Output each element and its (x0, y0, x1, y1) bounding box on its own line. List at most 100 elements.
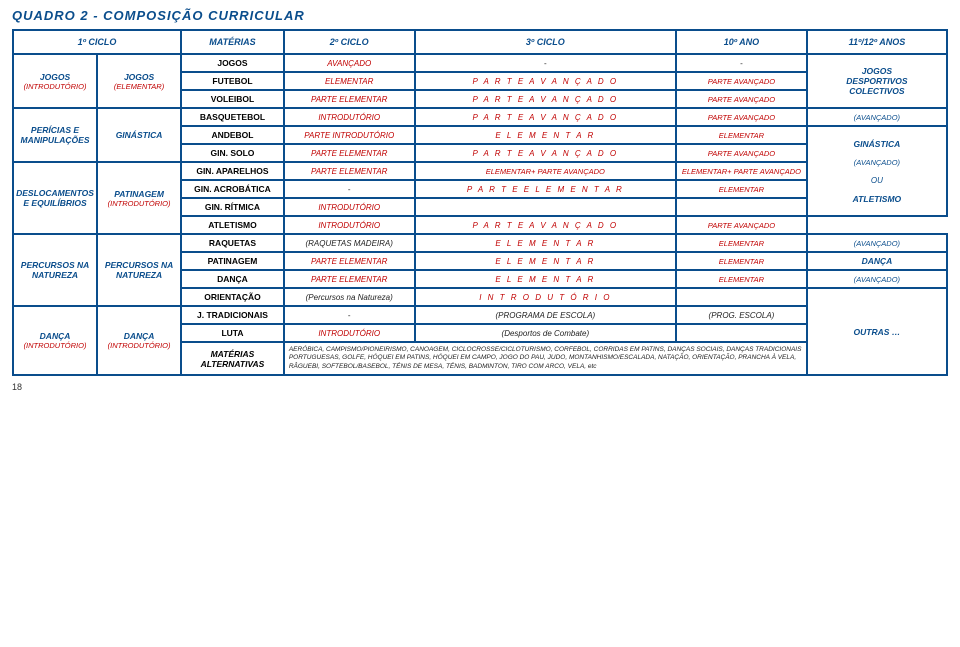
m: MATÉRIAS ALTERNATIVAS (181, 342, 284, 375)
c2-jogos: JOGOS (ELEMENTAR) (97, 54, 181, 108)
v (676, 324, 807, 342)
v: P A R T E A V A N Ç A D O (415, 90, 677, 108)
page-number: 18 (12, 382, 948, 392)
v: E L E M E N T A R (415, 252, 677, 270)
v: INTRODUTÓRIO (284, 198, 415, 216)
lbl: DESPORTIVOS (810, 76, 944, 86)
lbl: JOGOS (100, 72, 178, 82)
lbl: E EQUILÍBRIOS (16, 198, 94, 208)
c2-perc: PERCURSOS NA NATUREZA (97, 234, 181, 306)
m: DANÇA (181, 270, 284, 288)
v: I N T R O D U T Ó R I O (415, 288, 677, 306)
m: ORIENTAÇÃO (181, 288, 284, 306)
lbl-sub: (INTRODUTÓRIO) (16, 82, 94, 91)
c1-danca: DANÇA (INTRODUTÓRIO) (13, 306, 97, 375)
m: VOLEIBOL (181, 90, 284, 108)
lbl: NATUREZA (16, 270, 94, 280)
v: ELEMENTAR (676, 252, 807, 270)
v: ELEMENTAR (676, 234, 807, 252)
v: - (676, 54, 807, 72)
v: INTRODUTÓRIO (284, 324, 415, 342)
lbl: COLECTIVOS (810, 86, 944, 96)
lbl: PERCURSOS NA (100, 260, 178, 270)
v: - (284, 306, 415, 324)
lbl: JOGOS (16, 72, 94, 82)
lbl: PERCURSOS NA (16, 260, 94, 270)
c2-gin: GINÁSTICA (97, 108, 181, 162)
v: ELEMENTAR (676, 126, 807, 144)
v: PARTE ELEMENTAR (284, 144, 415, 162)
lbl: DANÇA (100, 331, 178, 341)
v: DANÇA (807, 252, 947, 270)
row-basquete: PERÍCIAS E MANIPULAÇÕES GINÁSTICA BASQUE… (13, 108, 947, 126)
v: (Percursos na Natureza) (284, 288, 415, 306)
v: P A R T E A V A N Ç A D O (415, 108, 677, 126)
v: PARTE ELEMENTAR (284, 270, 415, 288)
row-raquetas: PERCURSOS NA NATUREZA PERCURSOS NA NATUR… (13, 234, 947, 252)
th-ciclo1: 1º CICLO (13, 30, 181, 54)
c6-jogos: JOGOS DESPORTIVOS COLECTIVOS (807, 54, 947, 108)
v: ELEMENTAR (284, 72, 415, 90)
lbl: GINÁSTICA (810, 139, 944, 149)
v: PARTE AVANÇADO (676, 216, 807, 234)
v: E L E M E N T A R (415, 270, 677, 288)
m: LUTA (181, 324, 284, 342)
m-jogos: JOGOS (181, 54, 284, 72)
v: AVANÇADO (284, 54, 415, 72)
th-anos1112: 11º/12º ANOS (807, 30, 947, 54)
m: RAQUETAS (181, 234, 284, 252)
v: P A R T E E L E M E N T A R (415, 180, 677, 198)
lbl: ATLETISMO (810, 194, 944, 204)
c1-pericias: PERÍCIAS E MANIPULAÇÕES (13, 108, 97, 162)
v: PARTE ELEMENTAR (284, 162, 415, 180)
curriculum-table: 1º CICLO MATÉRIAS 2º CICLO 3º CICLO 10º … (12, 29, 948, 376)
v: (AVANÇADO) (807, 108, 947, 126)
v: (AVANÇADO) (807, 234, 947, 252)
v: (AVANÇADO) (807, 270, 947, 288)
lbl: DANÇA (16, 331, 94, 341)
th-ano10: 10º ANO (676, 30, 807, 54)
c1-jogos: JOGOS (INTRODUTÓRIO) (13, 54, 97, 108)
v: INTRODUTÓRIO (284, 108, 415, 126)
v: (PROG. ESCOLA) (676, 306, 807, 324)
page-title: QUADRO 2 - COMPOSIÇÃO CURRICULAR (12, 8, 948, 23)
v: ELEMENTAR (676, 270, 807, 288)
v: PARTE INTRODUTÓRIO (284, 126, 415, 144)
m: ATLETISMO (181, 216, 284, 234)
lbl: DESLOCAMENTOS (16, 188, 94, 198)
v: ELEMENTAR+ PARTE AVANÇADO (676, 162, 807, 180)
lbl: NATUREZA (100, 270, 178, 280)
v: PARTE ELEMENTAR (284, 90, 415, 108)
v: (PROGRAMA DE ESCOLA) (415, 306, 677, 324)
v: PARTE AVANÇADO (676, 72, 807, 90)
lbl-sub: (ELEMENTAR) (100, 82, 178, 91)
footnote-cell: AERÓBICA, CAMPISMO/PIONEIRISMO, CANOAGEM… (284, 342, 807, 375)
v (676, 198, 807, 216)
lbl: (AVANÇADO) (810, 158, 944, 167)
lbl-sub: (INTRODUTÓRIO) (100, 341, 178, 350)
header-row: 1º CICLO MATÉRIAS 2º CICLO 3º CICLO 10º … (13, 30, 947, 54)
lbl: OU (810, 176, 944, 185)
v: PARTE ELEMENTAR (284, 252, 415, 270)
v: PARTE AVANÇADO (676, 90, 807, 108)
lbl-sub: (INTRODUTÓRIO) (16, 341, 94, 350)
m: ANDEBOL (181, 126, 284, 144)
v: ELEMENTAR (676, 180, 807, 198)
c2-pat: PATINAGEM (INTRODUTÓRIO) (97, 162, 181, 234)
th-ciclo2: 2º CICLO (284, 30, 415, 54)
m: J. TRADICIONAIS (181, 306, 284, 324)
th-ciclo3: 3º CICLO (415, 30, 677, 54)
m: GIN. SOLO (181, 144, 284, 162)
lbl: JOGOS (810, 66, 944, 76)
v: ELEMENTAR+ PARTE AVANÇADO (415, 162, 677, 180)
c2-danca: DANÇA (INTRODUTÓRIO) (97, 306, 181, 375)
lbl-sub: (INTRODUTÓRIO) (100, 199, 178, 208)
v: PARTE AVANÇADO (676, 144, 807, 162)
m: GIN. ACROBÁTICA (181, 180, 284, 198)
v: (RAQUETAS MADEIRA) (284, 234, 415, 252)
c6-gin: GINÁSTICA (AVANÇADO) OU ATLETISMO (807, 126, 947, 216)
v: PARTE AVANÇADO (676, 108, 807, 126)
v: P A R T E A V A N Ç A D O (415, 144, 677, 162)
v: E L E M E N T A R (415, 126, 677, 144)
v: - (415, 54, 677, 72)
